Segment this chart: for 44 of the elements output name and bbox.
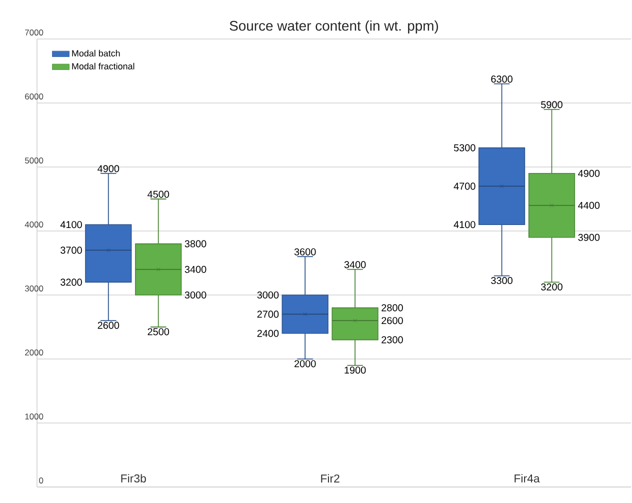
y-tick-label: 2000	[25, 349, 44, 356]
annotation: 4900	[578, 170, 600, 177]
annotation: 5900	[541, 101, 562, 108]
annotation: 2700	[257, 310, 279, 318]
annotation: 3700	[60, 246, 82, 254]
y-tick-label: 5000	[24, 157, 44, 164]
annotation: 4700	[454, 182, 476, 190]
y-tick-label: 0	[39, 477, 44, 484]
annotation: 3000	[257, 291, 279, 299]
annotation: 4100	[60, 221, 82, 228]
x-tick-label: Fir4a	[514, 474, 540, 482]
annotation: 4400	[578, 202, 600, 209]
y-tick-label: 3000	[24, 285, 44, 292]
annotation: 6300	[491, 76, 512, 83]
annotation: 4500	[148, 190, 170, 198]
x-tick-label: Fir2	[321, 474, 340, 482]
annotation: 3300	[491, 276, 512, 284]
annotation: 5300	[454, 144, 476, 152]
annotation: 3400	[344, 261, 366, 268]
annotation: 2400	[257, 330, 279, 337]
y-tick-label: 1000	[25, 413, 44, 420]
annotation: 3200	[541, 283, 562, 290]
y-tick-label: 6000	[25, 93, 44, 100]
legend-label: Modal batch	[72, 50, 120, 56]
annotation: 2600	[98, 322, 120, 329]
annotation: 3000	[184, 291, 206, 299]
annotation: 3900	[578, 234, 600, 241]
annotation: 2600	[382, 317, 403, 324]
annotation: 2500	[148, 328, 170, 336]
annotation: 4100	[454, 221, 476, 228]
annotation: 3600	[294, 248, 316, 256]
annotation: 2000	[294, 360, 316, 368]
y-tick-label: 4000	[24, 221, 44, 228]
legend-label: Modal fractional	[72, 62, 134, 70]
annotation: 2800	[382, 304, 403, 312]
x-tick-label: Fir3b	[121, 474, 146, 482]
annotation: 3800	[184, 240, 206, 248]
annotation: 1900	[344, 366, 366, 374]
annotation: 2300	[382, 336, 403, 344]
annotation: 3400	[184, 266, 206, 273]
chart-title: Source water content (in wt. ppm)	[230, 20, 438, 34]
y-tick-label: 7000	[25, 29, 44, 36]
annotation: 3200	[60, 278, 82, 286]
annotation: 4900	[98, 165, 120, 172]
